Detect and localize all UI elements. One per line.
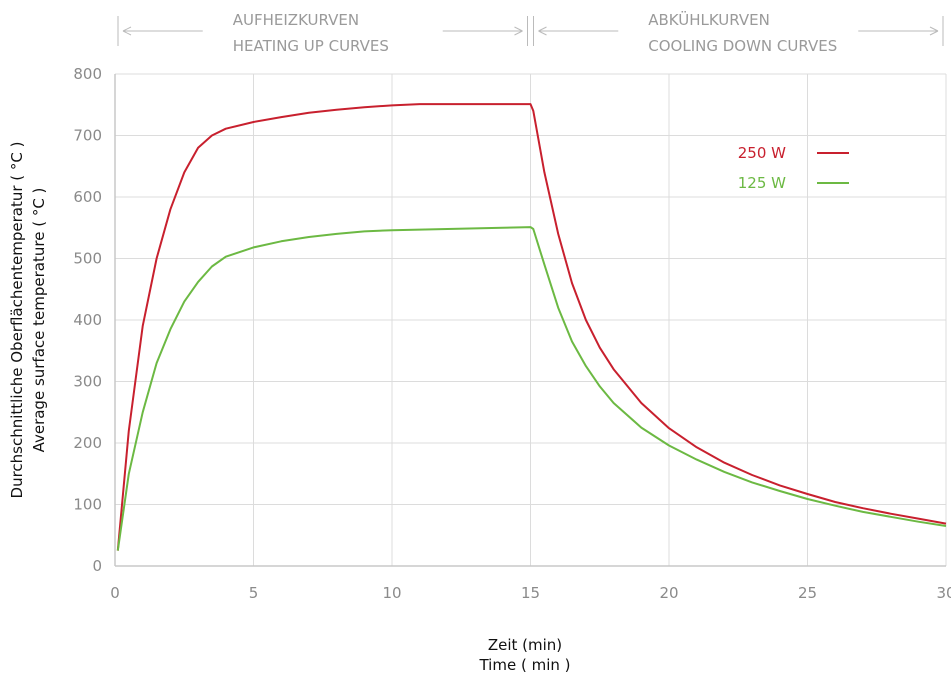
phase-label-de: ABKÜHLKURVEN xyxy=(648,10,770,29)
y-tick-label: 0 xyxy=(92,557,102,575)
x-tick-label: 5 xyxy=(249,584,259,602)
phase-label-de: AUFHEIZKURVEN xyxy=(233,11,359,29)
phase-label-en: HEATING UP CURVES xyxy=(233,37,389,55)
x-tick-label: 15 xyxy=(521,584,540,602)
grid xyxy=(115,73,947,566)
y-tick-label: 100 xyxy=(73,496,102,514)
y-tick-label: 500 xyxy=(73,250,102,268)
legend-label: 125 W xyxy=(738,174,786,192)
x-tick-label: 30 xyxy=(936,584,951,602)
phase-arrow-right xyxy=(858,26,939,36)
y-axis-title-en: Average surface temperature ( °C ) xyxy=(30,188,48,453)
axes: 0 100 200 300 400 500 600 700 800 0 5 10 15 20 25 30 xyxy=(73,65,951,602)
phase-label-en: COOLING DOWN CURVES xyxy=(648,37,837,55)
x-axis-title-en: Time ( min ) xyxy=(478,656,570,674)
y-tick-label: 400 xyxy=(73,311,102,329)
y-tick-label: 300 xyxy=(73,373,102,391)
phase-arrow-right xyxy=(442,26,523,36)
x-tick-label: 0 xyxy=(110,584,120,602)
x-tick-label: 10 xyxy=(382,584,401,602)
y-tick-label: 800 xyxy=(73,65,102,83)
phase-annotations: AUFHEIZKURVEN HEATING UP CURVES ABKÜHLKURV… xyxy=(117,10,944,55)
y-tick-label: 200 xyxy=(73,434,102,452)
phase-arrow-left xyxy=(538,26,619,36)
series-line-250w xyxy=(116,103,947,551)
data-series xyxy=(116,103,947,551)
x-tick-label: 20 xyxy=(659,584,678,602)
y-tick-label: 700 xyxy=(73,127,102,145)
phase-arrow-left xyxy=(122,26,203,36)
x-axis-title-de: Zeit (min) xyxy=(488,636,562,654)
x-tick-label: 25 xyxy=(798,584,817,602)
y-axis-title-de: Durchschnittliche Oberflächentemperatur … xyxy=(8,142,26,499)
y-tick-label: 600 xyxy=(73,188,102,206)
legend: 250 W 125 W xyxy=(738,144,849,192)
legend-label: 250 W xyxy=(738,144,786,162)
series-line-125w xyxy=(116,226,947,551)
